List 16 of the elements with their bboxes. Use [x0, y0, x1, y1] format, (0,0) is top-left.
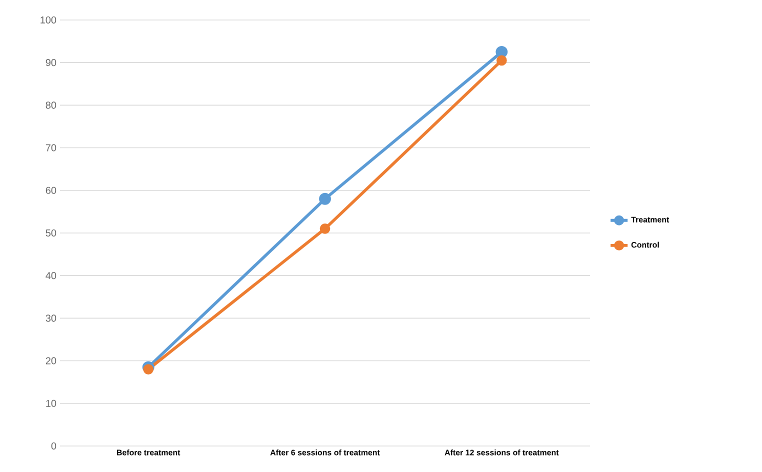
- y-tick-label: 10: [46, 400, 56, 407]
- y-tick-label: 0: [51, 442, 56, 450]
- point: [319, 192, 331, 205]
- point: [496, 46, 508, 58]
- y-tick-label: 30: [46, 314, 56, 322]
- y-tick-label: 40: [46, 272, 56, 280]
- y-tick-label: 90: [46, 59, 56, 66]
- y-tick-label: 100: [40, 16, 56, 24]
- y-tick-label: 50: [46, 229, 56, 237]
- point: [320, 224, 330, 234]
- point: [143, 364, 154, 374]
- y-tick-label: 20: [46, 357, 56, 364]
- y-tick-label: 80: [46, 102, 56, 109]
- point: [496, 55, 507, 66]
- y-tick-label: 70: [46, 144, 56, 152]
- y-tick-label: 60: [46, 186, 56, 194]
